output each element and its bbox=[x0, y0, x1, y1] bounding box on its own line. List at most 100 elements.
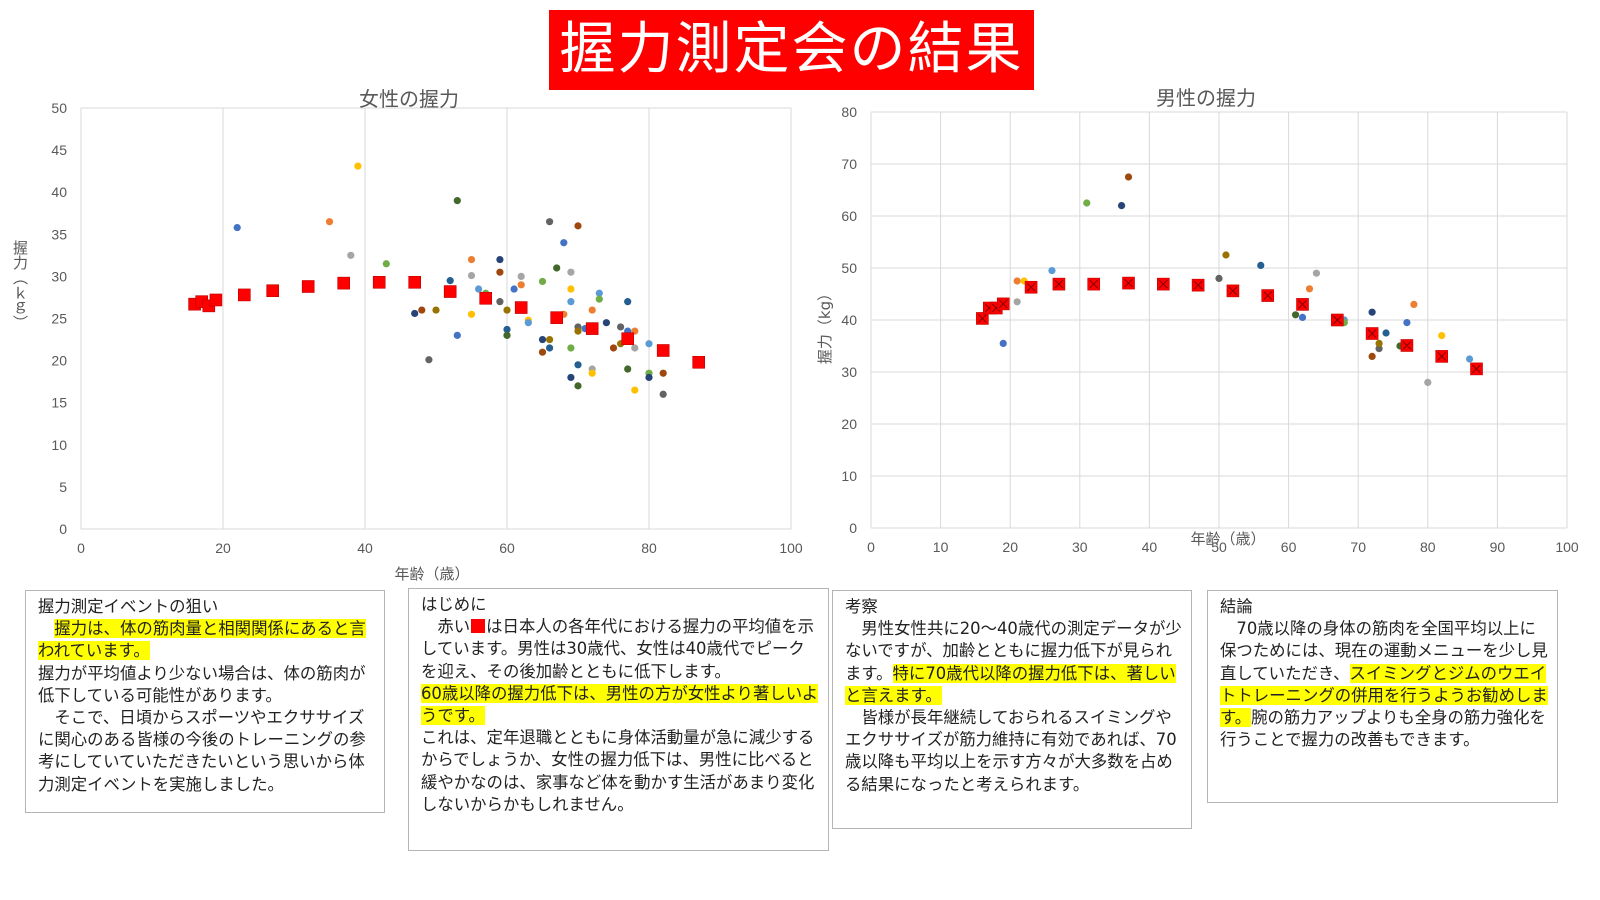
data-point bbox=[624, 365, 632, 373]
conclusion-paragraph-1: 70歳以降の身体の筋肉を全国平均以上に保つためには、現在の運動メニューを少し見直… bbox=[1220, 618, 1548, 751]
conclusion-text-pre: 70歳以降の身体の筋肉を全国平均以上に保つためには、現在の運動メニューを少し見直… bbox=[1220, 619, 1548, 683]
y-tick-label: 35 bbox=[51, 226, 67, 242]
discussion-paragraph-2: 皆様が長年継続しておられるスイミングやエクササイズが筋力維持に有効であれば、70… bbox=[845, 708, 1177, 794]
data-point bbox=[567, 373, 575, 382]
data-point bbox=[425, 356, 433, 364]
data-point bbox=[496, 255, 504, 264]
data-point bbox=[553, 264, 561, 272]
data-point bbox=[453, 197, 461, 205]
x-axis-label: 年齢（歳） bbox=[394, 565, 469, 583]
y-tick-label: 10 bbox=[51, 437, 67, 453]
data-point bbox=[517, 272, 525, 280]
data-point bbox=[574, 361, 582, 369]
conclusion-heading: 結論 bbox=[1220, 597, 1253, 616]
data-point bbox=[510, 285, 518, 293]
data-point bbox=[602, 319, 611, 327]
data-point bbox=[517, 281, 525, 289]
data-point bbox=[659, 369, 667, 377]
data-point bbox=[496, 298, 504, 306]
data-point bbox=[609, 344, 618, 352]
discussion-text-pre: 男性女性共に20～40歳代の測定データが少ないですが、加齢とともに握力低下が見ら… bbox=[845, 619, 1182, 683]
data-point bbox=[382, 260, 390, 268]
red-square-icon bbox=[471, 619, 486, 634]
data-point bbox=[617, 323, 625, 331]
data-point bbox=[574, 382, 582, 390]
page-title: 握力測定会の結果 bbox=[559, 17, 1024, 82]
average-marker bbox=[621, 332, 635, 346]
x-tick-label: 80 bbox=[641, 540, 657, 556]
x-tick-label: 100 bbox=[779, 540, 803, 556]
average-marker bbox=[301, 280, 315, 293]
average-marker bbox=[656, 344, 670, 357]
data-point bbox=[354, 162, 362, 170]
data-point bbox=[624, 298, 632, 306]
data-point bbox=[503, 325, 511, 334]
data-point bbox=[546, 344, 554, 352]
data-point bbox=[645, 373, 653, 382]
data-point bbox=[567, 298, 575, 306]
intro-text-post: は日本人の各年代における握力の平均値を示しています。男性は30歳代、女性は40歳… bbox=[421, 617, 814, 681]
intro-heading: はじめに bbox=[421, 595, 487, 614]
y-tick-label: 25 bbox=[51, 311, 67, 327]
y-tick-label: 20 bbox=[51, 353, 67, 369]
average-marker bbox=[479, 291, 493, 305]
data-point bbox=[567, 268, 575, 276]
intro-paragraph-3: これは、定年退職とともに身体活動量が急に減少するからでしょうか、女性の握力低下は… bbox=[421, 728, 815, 814]
average-marker bbox=[408, 275, 422, 289]
data-point bbox=[546, 218, 554, 226]
chart-title: 女性の握力 bbox=[359, 87, 459, 111]
intro-paragraph-2: 60歳以降の握力低下は、男性の方が女性より著しいようです。 bbox=[421, 683, 819, 727]
discussion-highlight: 特に70歳代以降の握力低下は、著しいと言えます。 bbox=[845, 663, 1176, 705]
data-point bbox=[411, 309, 419, 318]
data-point bbox=[631, 344, 639, 352]
intro-textbox: はじめに 赤い は日本人の各年代における握力の平均値を示しています。男性は30歳代… bbox=[408, 588, 829, 851]
y-tick-label: 45 bbox=[51, 142, 67, 158]
data-point bbox=[503, 306, 511, 314]
data-point bbox=[595, 295, 603, 303]
data-point bbox=[538, 277, 547, 286]
data-point bbox=[467, 255, 476, 264]
data-point bbox=[503, 331, 511, 339]
y-tick-label: 5 bbox=[59, 479, 67, 495]
discussion-paragraph-1: 男性女性共に20～40歳代の測定データが少ないですが、加齢とともに握力低下が見ら… bbox=[845, 618, 1182, 707]
y-tick-label: 30 bbox=[51, 268, 67, 284]
average-marker bbox=[550, 311, 564, 324]
conclusion-text-post: 腕の筋力アップよりも全身の筋力強化を行うことで握力の改善もできます。 bbox=[1220, 708, 1546, 750]
aim-paragraph-2: 握力が平均値より少ない場合は、体の筋肉が低下している可能性があります。 bbox=[38, 663, 366, 705]
page-title-banner: 握力測定会の結果 bbox=[549, 10, 1034, 90]
data-point bbox=[546, 335, 554, 344]
data-point bbox=[588, 306, 596, 314]
data-point bbox=[560, 239, 568, 247]
x-tick-label: 0 bbox=[77, 540, 85, 556]
average-marker bbox=[585, 322, 599, 335]
data-point bbox=[588, 369, 596, 377]
x-tick-label: 60 bbox=[499, 540, 515, 556]
aim-paragraph-1: 握力は、体の筋肉量と相関関係にあると言われています。 bbox=[38, 618, 375, 662]
data-point bbox=[524, 319, 532, 327]
y-tick-label: 40 bbox=[51, 184, 67, 200]
data-point bbox=[418, 306, 426, 314]
aim-highlight: 握力は、体の筋肉量と相関関係にあると言われています。 bbox=[38, 619, 366, 661]
average-marker bbox=[238, 288, 251, 302]
data-point bbox=[446, 277, 454, 285]
intro-text-pre: 赤い bbox=[437, 617, 471, 637]
average-marker bbox=[692, 355, 706, 369]
data-point bbox=[467, 271, 476, 280]
data-point bbox=[538, 348, 547, 356]
discussion-textbox: 考察 男性女性共に20～40歳代の測定データが少ないですが、加齢とともに握力低下… bbox=[832, 590, 1192, 829]
data-point bbox=[574, 327, 582, 335]
conclusion-textbox: 結論 70歳以降の身体の筋肉を全国平均以上に保つためには、現在の運動メニューを少… bbox=[1207, 590, 1558, 803]
discussion-heading: 考察 bbox=[845, 597, 878, 616]
data-point bbox=[347, 251, 355, 259]
average-marker bbox=[266, 284, 280, 298]
average-marker bbox=[514, 301, 528, 314]
data-point bbox=[467, 310, 476, 318]
data-point bbox=[574, 222, 582, 230]
y-tick-label: 15 bbox=[51, 395, 67, 411]
data-point bbox=[645, 340, 653, 348]
data-point bbox=[233, 223, 241, 232]
data-point bbox=[496, 268, 504, 276]
data-point bbox=[432, 306, 440, 314]
data-point bbox=[595, 289, 603, 297]
